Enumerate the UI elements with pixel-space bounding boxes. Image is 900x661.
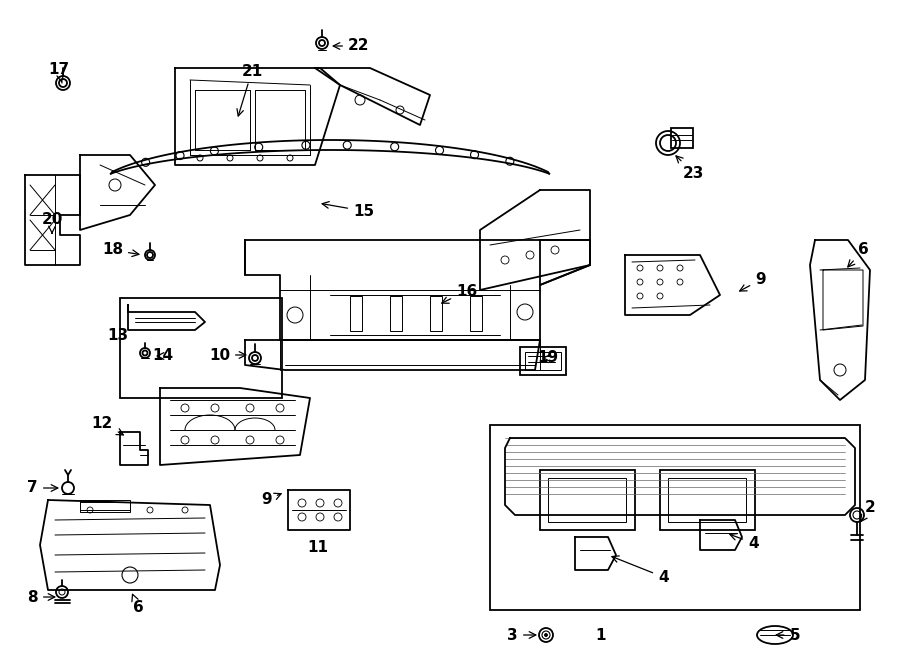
- Text: 11: 11: [308, 541, 328, 555]
- Text: 6: 6: [848, 243, 868, 267]
- Text: 21: 21: [237, 63, 263, 116]
- Bar: [350, 296, 362, 331]
- Bar: [120, 298, 282, 398]
- Text: 5: 5: [776, 627, 800, 642]
- Circle shape: [544, 633, 547, 637]
- Text: 8: 8: [27, 590, 55, 605]
- Bar: [390, 296, 402, 331]
- Text: 23: 23: [676, 156, 705, 180]
- Bar: [668, 478, 746, 522]
- Text: 13: 13: [107, 327, 129, 342]
- Bar: [470, 296, 482, 331]
- Text: 17: 17: [49, 63, 69, 83]
- Text: 7: 7: [27, 481, 58, 496]
- Text: 12: 12: [92, 416, 123, 435]
- Bar: [490, 425, 860, 610]
- Bar: [520, 347, 566, 375]
- Text: 15: 15: [322, 202, 374, 219]
- Text: 18: 18: [102, 243, 139, 258]
- Text: 16: 16: [442, 284, 477, 303]
- Text: 4: 4: [730, 533, 759, 551]
- Bar: [430, 296, 442, 331]
- Bar: [80, 500, 130, 512]
- Text: 1: 1: [596, 627, 607, 642]
- Bar: [540, 470, 635, 530]
- Text: 3: 3: [508, 627, 536, 642]
- Text: 6: 6: [132, 594, 143, 615]
- Text: 20: 20: [41, 212, 63, 233]
- Text: 14: 14: [152, 348, 173, 364]
- Text: 4: 4: [612, 556, 669, 584]
- Text: 9: 9: [261, 492, 281, 508]
- Bar: [525, 352, 561, 370]
- Text: 2: 2: [860, 500, 876, 522]
- Text: 22: 22: [333, 38, 370, 54]
- Bar: [660, 470, 755, 530]
- Text: 10: 10: [209, 348, 246, 362]
- Text: 9: 9: [740, 272, 766, 291]
- Bar: [671, 128, 693, 148]
- Bar: [548, 478, 626, 522]
- Text: 19: 19: [537, 350, 558, 366]
